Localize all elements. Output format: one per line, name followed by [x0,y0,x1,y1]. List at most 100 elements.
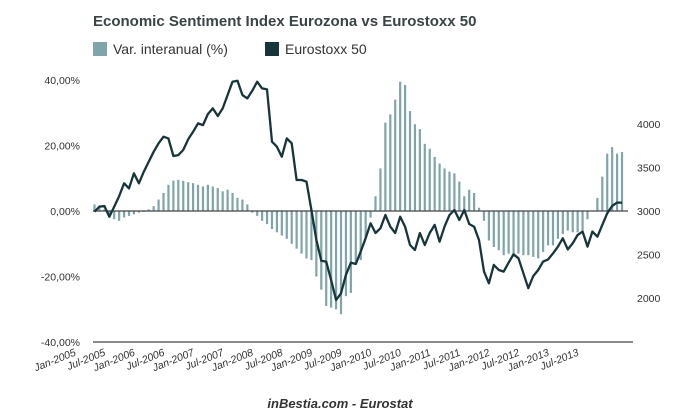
bar [157,199,160,211]
bar [556,211,560,239]
bar [98,207,101,211]
bar [586,211,589,220]
bar [256,211,259,216]
bar [305,211,308,259]
bar [453,173,456,211]
bar [576,211,579,233]
bar [596,197,599,211]
bar [177,179,180,211]
bar [512,211,515,254]
right-axis: 4000 3500 3000 2500 2000 [637,119,661,305]
left-tick-label: 20,00% [44,141,80,153]
bar [507,211,510,254]
legend-swatch-line [265,42,279,56]
bar [280,211,283,236]
left-tick-label: 0,00% [50,206,80,218]
bar [517,211,520,254]
bar [359,211,362,261]
bar [127,211,131,216]
chart-title: Economic Sentiment Index Eurozona vs Eur… [93,13,476,30]
bar [113,211,116,220]
bar [152,206,155,211]
bar [502,211,505,256]
bar [300,211,303,254]
bar-series [93,81,624,315]
bar [394,99,397,211]
bar [369,211,372,218]
bar [295,211,298,249]
bar [182,180,185,211]
line-series [93,79,622,302]
bar [492,211,495,248]
bar [103,209,106,211]
bar [443,168,446,211]
right-tick-label: 4000 [637,119,661,131]
bar [196,184,200,211]
bar [221,191,224,211]
bar [487,211,490,241]
bar [275,211,279,233]
bar [364,211,367,238]
right-tick-label: 2500 [637,249,661,261]
bar [581,211,584,231]
bar [236,197,239,211]
bar [132,211,136,215]
bar [527,211,530,256]
x-axis: Jan-2005Jul-2005Jan-2006Jul-2006Jan-2007… [32,346,581,374]
left-axis: 40,00% 20,00% 0,00% -20,00% -40,00% [41,75,80,349]
bar [537,211,540,259]
bar [408,111,412,211]
bar [354,211,357,264]
bar [310,211,313,261]
bar [571,211,574,233]
bar [428,148,431,211]
bar [611,147,614,211]
bar [468,189,471,211]
bar [339,211,343,315]
bar [477,207,481,211]
bar [206,184,209,211]
legend-label-bars: Var. interanual (%) [113,41,228,57]
bar [162,192,165,211]
bar [418,129,421,211]
legend: Var. interanual (%) Eurostoxx 50 [93,41,367,57]
bar [374,196,377,211]
bar [251,211,254,213]
bar [379,168,382,211]
eurostoxx-line [93,79,622,302]
bar [241,199,244,211]
bar [122,211,126,218]
bar [211,186,214,211]
bar [246,204,249,211]
bar [532,211,535,257]
bar [522,211,525,256]
bar [497,211,500,251]
bar [448,171,451,211]
bar [349,211,352,293]
bar [620,152,624,211]
bar [463,196,466,211]
bar [334,211,338,310]
right-tick-label: 2000 [637,293,661,305]
bar [423,143,426,211]
bar [118,211,121,221]
bar [216,188,219,211]
bar [201,186,205,211]
bar [192,183,195,211]
bar [325,211,328,306]
bar [546,211,550,246]
left-tick-label: -40,00% [41,337,80,349]
bar [384,122,387,211]
bar [167,184,170,211]
bar [285,211,288,239]
legend-label-line: Eurostoxx 50 [285,41,367,57]
bar [433,156,436,211]
left-tick-label: -20,00% [41,272,80,284]
source-label: inBestia.com - Eurostat [267,396,413,411]
bar [344,211,348,297]
bar [542,211,545,252]
right-tick-label: 3500 [637,163,661,175]
right-tick-label: 3000 [637,206,661,218]
legend-swatch-bars [93,42,107,56]
